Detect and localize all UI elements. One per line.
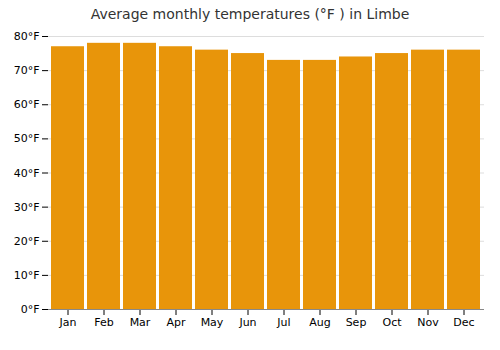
svg-text:Jun: Jun — [238, 316, 256, 329]
svg-text:Apr: Apr — [166, 316, 186, 329]
svg-text:80°F: 80°F — [14, 30, 40, 43]
svg-text:Mar: Mar — [130, 316, 151, 329]
svg-text:40°F: 40°F — [14, 167, 40, 180]
svg-text:60°F: 60°F — [14, 98, 40, 111]
svg-text:Jan: Jan — [59, 316, 77, 329]
svg-text:70°F: 70°F — [14, 64, 40, 77]
svg-text:Oct: Oct — [382, 316, 402, 329]
svg-text:30°F: 30°F — [14, 201, 40, 214]
svg-text:0°F: 0°F — [21, 303, 40, 316]
svg-text:May: May — [201, 316, 224, 329]
svg-text:20°F: 20°F — [14, 235, 40, 248]
svg-text:Sep: Sep — [346, 316, 367, 329]
svg-text:Dec: Dec — [453, 316, 474, 329]
html-text:Average monthly temperatures (: Average monthly temperatures (°F ) in Li… — [90, 6, 410, 22]
svg-text:Nov: Nov — [417, 316, 439, 329]
svg-text:Jul: Jul — [276, 316, 290, 329]
svg-text:50°F: 50°F — [14, 132, 40, 145]
svg-text:Feb: Feb — [94, 316, 113, 329]
svg-text:Aug: Aug — [309, 316, 330, 329]
svg-text:10°F: 10°F — [14, 269, 40, 282]
